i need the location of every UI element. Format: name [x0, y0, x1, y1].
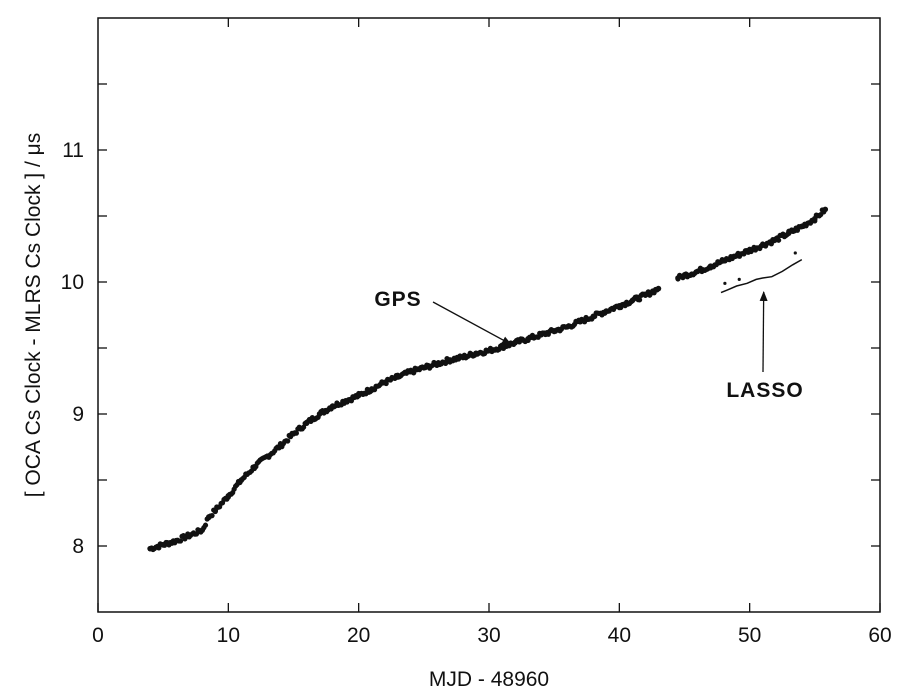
- data-point: [303, 420, 310, 427]
- data-point: [577, 318, 584, 325]
- y-tick-label: 10: [61, 271, 84, 294]
- data-point: [812, 215, 818, 222]
- data-point: [355, 392, 362, 399]
- data-point: [290, 431, 297, 437]
- data-point: [707, 263, 714, 269]
- data-point: [316, 411, 323, 417]
- data-point: [746, 247, 753, 254]
- data-point: [205, 514, 212, 520]
- plot-frame: [97, 17, 881, 613]
- data-point: [512, 339, 518, 346]
- annotation-lasso-arrow: [759, 290, 768, 373]
- data-point: [460, 354, 466, 361]
- data-point: [642, 292, 649, 299]
- data-point: [603, 308, 610, 314]
- data-point: [408, 368, 414, 375]
- annotation-gps-label: GPS: [374, 288, 421, 311]
- x-tick-label: 30: [477, 624, 500, 647]
- series-gps: [147, 206, 829, 553]
- y-tick-label: 11: [62, 139, 84, 162]
- y-axis-ticks: 8 9 10 11: [61, 83, 880, 558]
- lasso-point: [723, 281, 727, 285]
- series-lasso-points: [723, 251, 797, 285]
- data-point: [238, 477, 245, 483]
- x-tick-label: 50: [738, 624, 761, 647]
- y-tick-label: 8: [72, 535, 84, 558]
- data-point: [147, 545, 153, 552]
- plot-area: [97, 17, 881, 613]
- data-point: [637, 297, 643, 303]
- data-point: [785, 230, 792, 236]
- series-lasso: [720, 258, 803, 294]
- data-point: [564, 324, 570, 330]
- data-point: [329, 403, 336, 409]
- lasso-point: [737, 277, 741, 281]
- data-point: [447, 357, 453, 363]
- data-point: [772, 236, 779, 243]
- annotation-lasso-label: LASSO: [726, 379, 803, 402]
- data-point: [202, 522, 209, 528]
- y-tick-label: 9: [72, 403, 84, 426]
- data-point: [499, 343, 505, 350]
- data-point: [225, 493, 232, 499]
- data-point: [655, 285, 662, 292]
- data-point: [394, 374, 401, 380]
- lasso-line: [720, 258, 803, 294]
- data-point: [199, 527, 206, 533]
- data-point: [277, 442, 284, 449]
- data-point: [681, 272, 688, 279]
- data-point: [160, 541, 166, 548]
- data-point: [434, 361, 440, 367]
- data-point: [675, 275, 681, 281]
- data-point: [616, 302, 623, 309]
- data-point: [212, 507, 219, 514]
- data-point: [173, 537, 179, 544]
- lasso-point: [793, 251, 797, 255]
- y-axis-title: [ OCA Cs Clock - MLRS Cs Clock ] / μs: [22, 133, 45, 498]
- x-axis-ticks: 0 10 20 30 40 50 60: [92, 18, 892, 647]
- x-tick-label: 60: [868, 624, 891, 647]
- data-point: [251, 464, 258, 470]
- data-point: [799, 223, 805, 230]
- data-point: [822, 206, 829, 213]
- data-point: [694, 268, 701, 275]
- data-point: [368, 386, 375, 392]
- data-point: [177, 538, 184, 544]
- data-point: [186, 532, 193, 539]
- data-point: [629, 297, 636, 304]
- data-point: [342, 398, 349, 404]
- data-point: [285, 438, 291, 444]
- data-point: [551, 328, 557, 334]
- data-point: [525, 335, 531, 342]
- data-point: [590, 313, 597, 320]
- x-axis-title: MJD - 48960: [429, 668, 549, 691]
- annotation-layer: GPS LASSO: [374, 288, 803, 402]
- data-point: [733, 252, 740, 259]
- data-point: [381, 379, 388, 386]
- x-tick-label: 0: [92, 624, 104, 647]
- x-tick-label: 10: [217, 624, 240, 647]
- data-point: [264, 453, 271, 460]
- data-point: [486, 347, 492, 354]
- x-tick-label: 20: [347, 624, 370, 647]
- data-point: [473, 350, 479, 357]
- data-point: [759, 242, 766, 248]
- data-point: [421, 365, 427, 371]
- annotation-gps-arrow: [432, 301, 512, 345]
- x-tick-label: 40: [608, 624, 631, 647]
- data-point: [720, 258, 727, 264]
- series-layer: [147, 206, 829, 553]
- data-point: [538, 332, 544, 338]
